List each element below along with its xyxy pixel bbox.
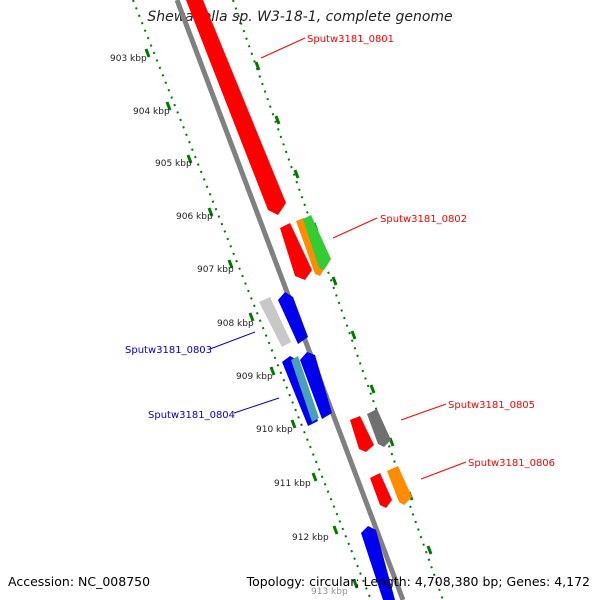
gene-label-0805[interactable]: Sputw3181_0805 (448, 400, 535, 411)
tick-label: 907 kbp (197, 265, 234, 275)
tick-label: 905 kbp (155, 159, 192, 169)
inner-major-ticks (144, 48, 359, 589)
gene-labels: Sputw3181_0801 Sputw3181_0802 Sputw3181_… (125, 34, 555, 469)
gene-light-grey-0803[interactable] (259, 297, 291, 347)
tick-label: 909 kbp (236, 372, 273, 382)
tick-labels: 903 kbp 904 kbp 905 kbp 906 kbp 907 kbp … (110, 54, 348, 597)
gene-blue-bottom[interactable] (361, 526, 395, 600)
tick-label: 911 kbp (274, 479, 311, 489)
gene-sputw3181-0801[interactable] (186, 0, 286, 215)
tick-label: 906 kbp (176, 212, 213, 222)
tick-label: 912 kbp (292, 533, 329, 543)
connector-0802 (332, 217, 378, 239)
gene-blue-0804-b[interactable] (300, 352, 332, 419)
connector-0801 (260, 37, 306, 59)
connector-0805 (400, 403, 447, 421)
genes (186, 0, 412, 600)
connector-0803 (209, 331, 256, 350)
gene-green-0802[interactable] (303, 215, 331, 270)
gene-orange-0806[interactable] (387, 466, 412, 505)
gene-red-0805[interactable] (350, 416, 374, 452)
gene-label-0806[interactable]: Sputw3181_0806 (468, 458, 555, 469)
connector-0804 (233, 397, 280, 414)
gene-label-0804[interactable]: Sputw3181_0804 (148, 410, 235, 421)
tick-label: 903 kbp (110, 54, 147, 64)
tick-label: 910 kbp (256, 425, 293, 435)
gene-label-0801[interactable]: Sputw3181_0801 (307, 34, 394, 45)
inner-tick-ring (132, 0, 372, 600)
map-title: Shewanella sp. W3-18-1, complete genome (147, 9, 453, 25)
accession-text: Accession: NC_008750 (8, 574, 151, 589)
gene-grey-0805[interactable] (367, 409, 391, 447)
gene-red-0802-a[interactable] (280, 223, 312, 280)
label-connectors (209, 37, 467, 480)
gene-teal-0804[interactable] (291, 356, 319, 422)
tick-label: 904 kbp (133, 107, 170, 117)
connector-0806 (420, 461, 467, 480)
gene-label-0803[interactable]: Sputw3181_0803 (125, 345, 212, 356)
gene-red-0806[interactable] (370, 473, 392, 508)
gene-label-0802[interactable]: Sputw3181_0802 (380, 214, 467, 225)
tick-label: 908 kbp (217, 319, 254, 329)
topology-text: Topology: circular; Length: 4,708,380 bp… (246, 574, 590, 589)
tick-label: 913 kbp (311, 587, 348, 597)
gene-blue-0803[interactable] (278, 292, 308, 344)
